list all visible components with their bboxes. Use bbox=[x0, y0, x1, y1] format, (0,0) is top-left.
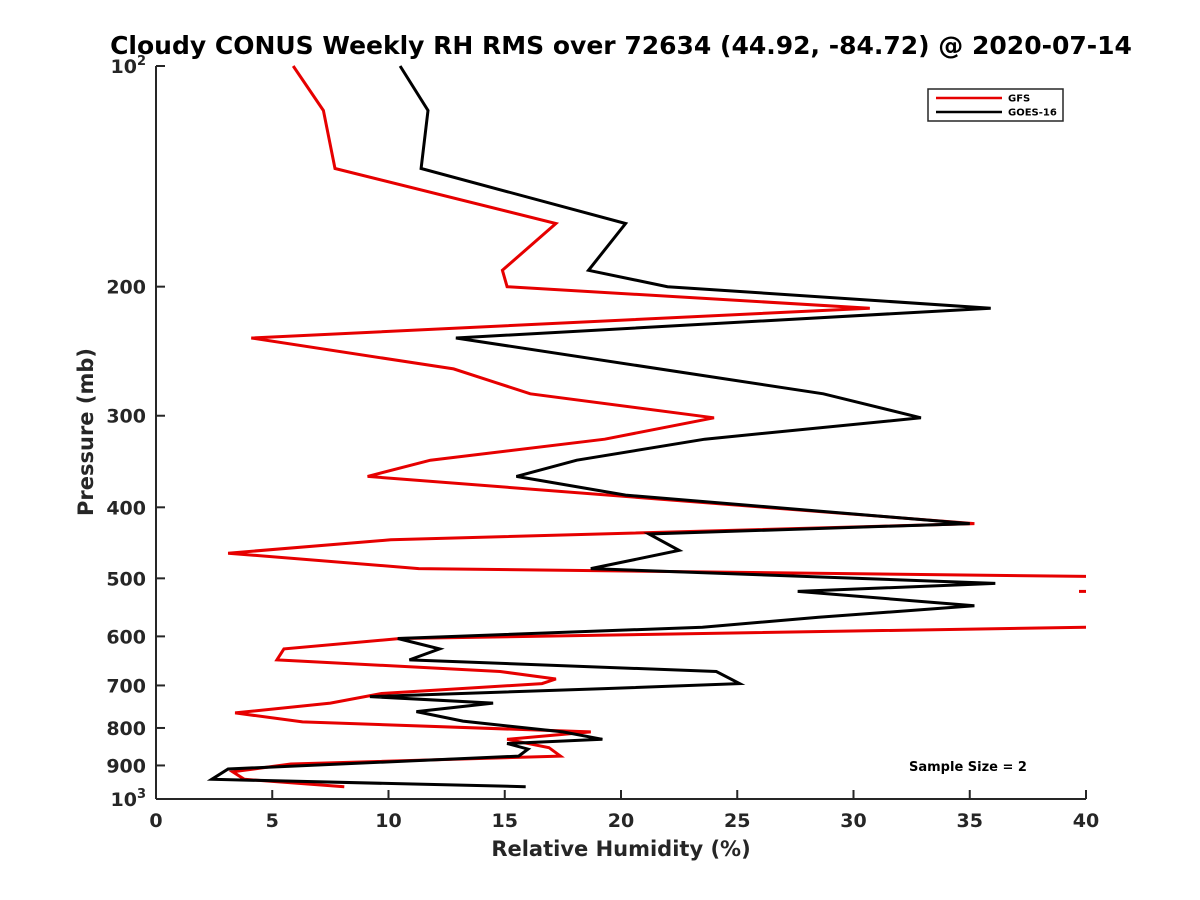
x-tick-label: 0 bbox=[149, 810, 162, 832]
y-tick-label: 400 bbox=[106, 497, 146, 519]
x-axis-label: Relative Humidity (%) bbox=[491, 837, 750, 861]
x-tick-label: 20 bbox=[608, 810, 634, 832]
x-tick-label: 15 bbox=[492, 810, 518, 832]
legend-label: GOES-16 bbox=[1008, 108, 1057, 119]
y-tick-label: 102 bbox=[111, 54, 147, 78]
x-tick-label: 30 bbox=[840, 810, 866, 832]
y-tick-label: 900 bbox=[106, 755, 146, 777]
x-tick-label: 40 bbox=[1073, 810, 1099, 832]
x-tick-label: 35 bbox=[957, 810, 983, 832]
x-tick-label: 10 bbox=[375, 810, 401, 832]
y-tick-label: 300 bbox=[106, 406, 146, 428]
chart-title: Cloudy CONUS Weekly RH RMS over 72634 (4… bbox=[110, 31, 1132, 60]
sample-size-annotation: Sample Size = 2 bbox=[909, 760, 1027, 775]
series-goes-16-line bbox=[206, 65, 996, 789]
plot-lines bbox=[206, 65, 1087, 789]
axes: 0 5 10 15 20 25 30 35 40 102 200 300 400 500 600 700 800… bbox=[106, 54, 1099, 832]
x-tick-label: 25 bbox=[724, 810, 750, 832]
y-tick-label: 500 bbox=[106, 568, 146, 590]
y-axis-label: Pressure (mb) bbox=[74, 348, 98, 516]
y-tick-label: 600 bbox=[106, 626, 146, 648]
series-gfs-line bbox=[228, 625, 1087, 789]
series-gfs-line bbox=[227, 65, 1087, 578]
y-tick-label: 800 bbox=[106, 718, 146, 740]
y-tick-label: 700 bbox=[106, 675, 146, 697]
y-tick-label: 200 bbox=[106, 277, 146, 299]
x-tick-label: 5 bbox=[266, 810, 279, 832]
legend: GFS GOES-16 bbox=[927, 88, 1064, 122]
y-tick-label: 103 bbox=[111, 787, 147, 811]
legend-label: GFS bbox=[1008, 94, 1030, 105]
legend-box bbox=[927, 88, 1064, 122]
